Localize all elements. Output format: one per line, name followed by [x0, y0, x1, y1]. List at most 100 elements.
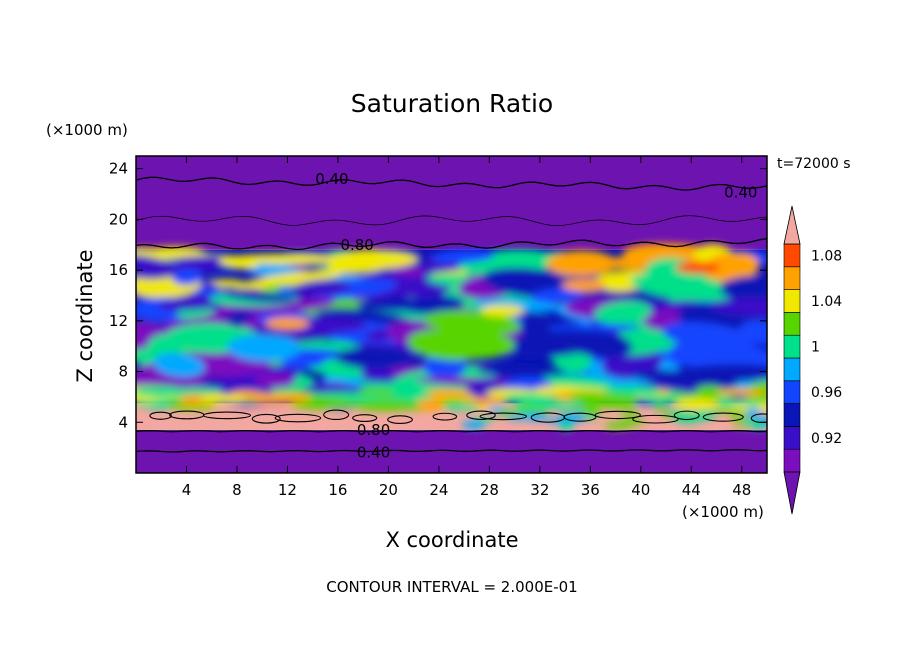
heatmap-cell [728, 411, 751, 420]
heatmap-cell [153, 352, 205, 378]
x-tick-label: 4 [182, 481, 192, 499]
contour-line [466, 410, 496, 420]
heatmap-cell [675, 261, 720, 274]
x-tick-label: 8 [232, 481, 242, 499]
colorbar-tick-label: 1.08 [811, 248, 842, 264]
plot-frame [135, 155, 768, 474]
heatmap-cell [529, 400, 582, 409]
contour-line [149, 411, 172, 420]
heatmap-cell [423, 355, 467, 379]
heatmap-cell [546, 250, 617, 276]
contour-interval-label: CONTOUR INTERVAL = 2.000E-01 [326, 578, 577, 596]
heatmap-cell [157, 297, 229, 311]
x-ticks: 4 8 12 16 20 24 28 32 36 40 44 48 [182, 156, 751, 499]
heatmap-cell [594, 301, 652, 325]
colorbar: 0.92 0.96 1 1.04 1.08 [783, 205, 842, 515]
x-tick-label: 28 [480, 481, 499, 499]
heatmap-cell [531, 407, 545, 413]
colorbar-segment [783, 357, 801, 382]
heatmap-cell [577, 393, 638, 405]
heatmap-cell [431, 249, 495, 264]
contour-line [136, 430, 767, 433]
x-tick-label: 12 [278, 481, 297, 499]
heatmap-cell [751, 395, 767, 402]
x-tick-label: 48 [732, 481, 751, 499]
heatmap-cell [530, 288, 583, 303]
x-tick-label: 16 [328, 481, 347, 499]
heatmap-cell [709, 297, 767, 317]
heatmap-cell [172, 268, 203, 286]
contour-line [202, 411, 252, 420]
contour-label: 0.40 [724, 184, 757, 202]
colorbar-segment [783, 403, 801, 427]
plot-area: 0.400.800.800.400.40 4 8 12 16 20 24 28 32 36 40 4… [109, 155, 768, 499]
heatmap-cell [738, 319, 767, 346]
heatmap-cell [226, 334, 300, 362]
time-label: t=72000 s [777, 156, 851, 172]
contour-line [673, 410, 700, 421]
x-tick-label: 24 [429, 481, 448, 499]
heatmap-cell [476, 365, 564, 378]
heatmap-cell [444, 403, 482, 411]
contour-line [632, 414, 679, 424]
contour-label: 0.80 [357, 421, 390, 439]
contour-line [352, 414, 378, 422]
heatmap-cell [631, 369, 737, 389]
heatmap-band [136, 156, 767, 250]
colorbar-segment [783, 243, 801, 268]
heatmap-cell [606, 421, 634, 429]
heatmap-cell [673, 397, 720, 410]
heatmap-cell [594, 271, 646, 292]
heatmap-cell [662, 322, 755, 352]
contour-line [702, 412, 744, 422]
y-tick-label: 16 [109, 261, 128, 279]
contour-line [136, 176, 767, 191]
heatmap-cell [691, 410, 719, 418]
heatmap-cell [421, 330, 515, 360]
y-axis-label: Z coordinate [73, 249, 97, 382]
y-tick-label: 20 [109, 210, 128, 228]
colorbar-segment [783, 312, 801, 336]
y-ticks: 4 8 12 16 20 24 [109, 160, 767, 431]
heatmap-cell [295, 317, 368, 332]
y-tick-label: 12 [109, 312, 128, 330]
heatmap-cell [291, 279, 352, 297]
heatmap-cell [743, 419, 759, 426]
contour-line [594, 410, 641, 420]
heatmap-cell [290, 399, 346, 410]
y-tick-label: 4 [118, 413, 128, 431]
heatmap-cell [559, 422, 574, 431]
colorbar-segment [783, 426, 801, 450]
contour-line [432, 412, 458, 421]
heatmap-cell [224, 290, 296, 303]
heatmap-cell [199, 394, 247, 404]
heatmap-cell [525, 412, 546, 421]
heatmap-cell [229, 253, 340, 265]
contour-line [136, 238, 767, 251]
heatmap-cell [421, 389, 471, 399]
contour-label: 0.40 [357, 444, 390, 462]
x-unit-label: (×1000 m) [682, 503, 764, 521]
heatmap-cell [562, 279, 607, 292]
contour-lines: 0.40 0.80 0.80 0.40 0.40 [136, 170, 767, 462]
colorbar-over-triangle [783, 205, 801, 245]
x-tick-label: 36 [581, 481, 600, 499]
heatmap-cell [564, 330, 633, 358]
x-tick-label: 20 [379, 481, 398, 499]
colorbar-segment [783, 266, 801, 290]
heatmap-cell [479, 304, 524, 317]
colorbar-tick-label: 1 [811, 340, 820, 356]
chart-title: Saturation Ratio [351, 89, 553, 118]
contour-line [323, 409, 350, 421]
heatmap-blobs [136, 243, 767, 431]
colorbar-tick-label: 0.96 [811, 385, 842, 401]
contour-line [136, 449, 767, 453]
contour-label: 0.80 [340, 236, 373, 254]
heatmap-cell [254, 372, 296, 389]
x-tick-label: 32 [530, 481, 549, 499]
colorbar-segment [783, 448, 801, 473]
contour-line [387, 415, 413, 424]
heatmap-cell [233, 269, 346, 290]
y-tick-label: 8 [118, 363, 128, 381]
